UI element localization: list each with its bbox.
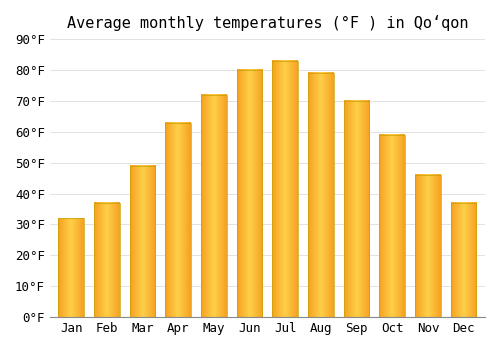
Bar [344,101,370,317]
Bar [237,70,262,317]
Bar [166,122,191,317]
Bar [308,73,334,317]
Bar [272,61,298,317]
Bar [58,218,84,317]
Bar [201,95,227,317]
Bar [415,175,441,317]
Bar [380,135,405,317]
Bar [94,203,120,317]
Bar [130,166,156,317]
Bar [451,203,476,317]
Title: Average monthly temperatures (°F ) in Qoʻqon: Average monthly temperatures (°F ) in Qo… [66,15,468,31]
